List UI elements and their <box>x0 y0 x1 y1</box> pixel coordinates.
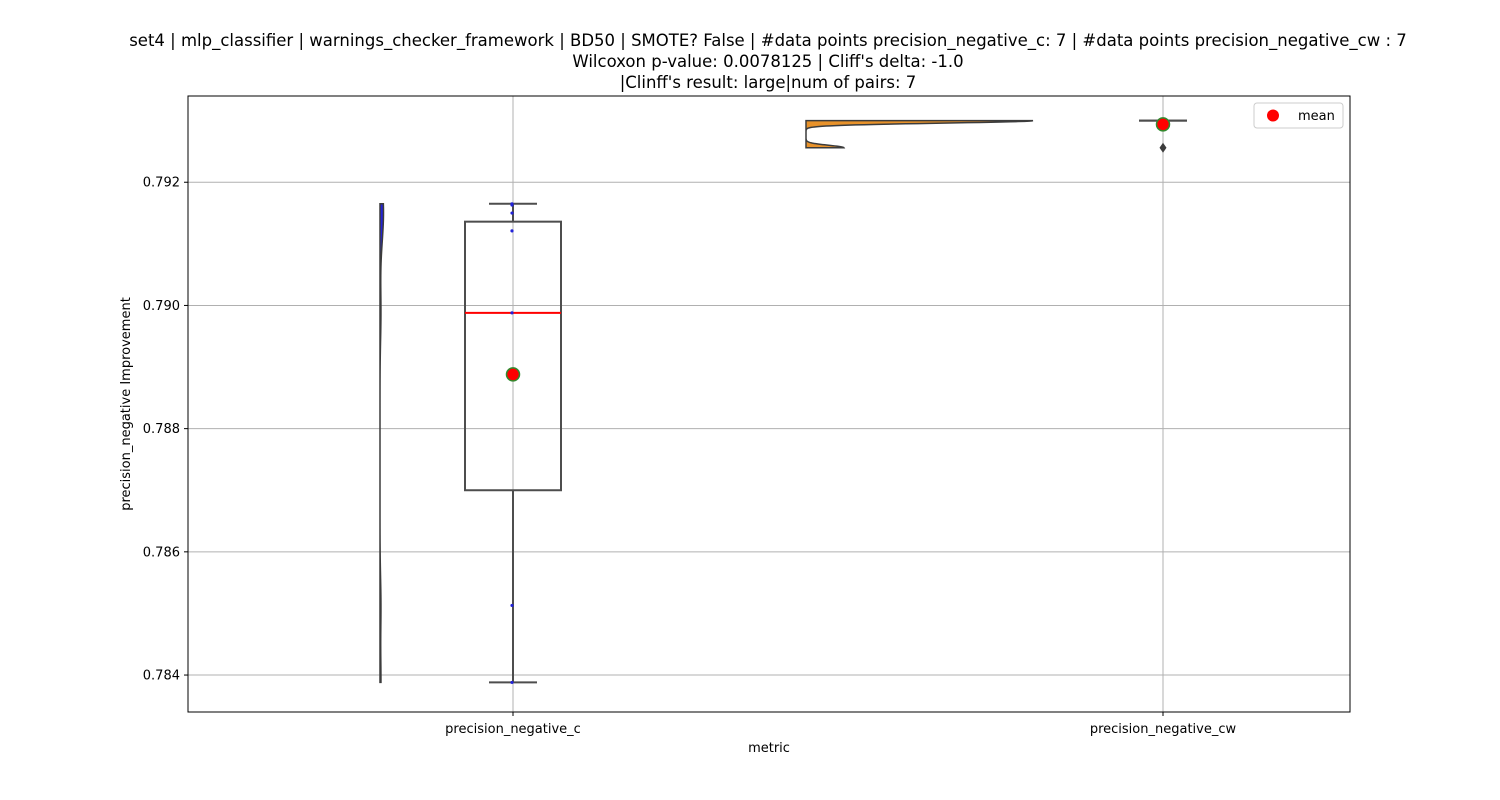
y-tick-label: 0.786 <box>143 545 180 560</box>
legend-box <box>1253 102 1344 129</box>
legend-mean-label: mean <box>1298 109 1335 124</box>
legend-mean-marker <box>1267 109 1279 122</box>
x-tick-label: precision_negative_cw <box>1090 722 1237 737</box>
y-tick-label: 0.790 <box>143 299 180 314</box>
x-axis-label: metric <box>748 741 790 756</box>
y-tick-label: 0.792 <box>143 176 180 191</box>
outlier-point <box>1159 142 1167 153</box>
y-tick-label: 0.788 <box>143 422 180 437</box>
y-axis-label: precision_negative Improvement <box>119 297 134 511</box>
data-point <box>510 211 514 215</box>
tick-layer: 0.784 0.786 0.788 0.790 0.792 precision_negat… <box>143 176 1237 737</box>
data-point <box>510 202 514 206</box>
chart-title-line-2: Wilcoxon p-value: 0.0078125 | Cliff's de… <box>572 52 963 71</box>
data-point <box>510 680 514 685</box>
chart-title-line-3: |Clinff's result: large|num of pairs: 7 <box>620 73 917 92</box>
x-tick-label: precision_negative_c <box>445 722 581 737</box>
legend: mean <box>1253 102 1344 129</box>
violin-precision-negative-c <box>379 203 385 684</box>
mean-marker <box>505 367 521 382</box>
plot-frame <box>187 95 1351 713</box>
mark-layer <box>379 117 1187 685</box>
mean-marker <box>1155 117 1171 132</box>
y-tick-label: 0.784 <box>143 669 180 684</box>
data-point <box>510 311 514 315</box>
chart-title-line-1: set4 | mlp_classifier | warnings_checker… <box>129 31 1407 51</box>
violin-precision-negative-cw <box>805 119 1034 149</box>
data-point <box>510 603 514 608</box>
data-point <box>510 229 514 233</box>
